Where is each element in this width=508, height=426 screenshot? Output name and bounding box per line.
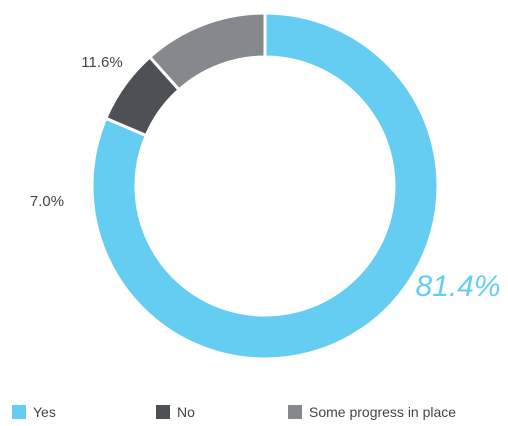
- legend: Yes No Some progress in place: [0, 404, 508, 424]
- legend-label-no: No: [177, 404, 195, 420]
- data-label-some-progress: 11.6%: [81, 54, 122, 71]
- slice-yes: [90, 11, 440, 361]
- legend-label-yes: Yes: [33, 404, 56, 420]
- legend-item-some-progress: Some progress in place: [288, 404, 456, 420]
- legend-item-no: No: [156, 404, 195, 420]
- legend-swatch-no: [156, 405, 170, 419]
- legend-swatch-yes: [12, 405, 26, 419]
- legend-label-some-progress: Some progress in place: [309, 404, 457, 420]
- data-label-no: 7.0%: [30, 193, 64, 210]
- donut-chart: 81.4% 7.0% 11.6%: [30, 11, 501, 361]
- legend-item-yes: Yes: [12, 404, 56, 420]
- legend-swatch-some-progress: [288, 405, 302, 419]
- donut-slices: [90, 11, 440, 361]
- slice-some-progress: [147, 11, 267, 92]
- data-labels: 81.4% 7.0% 11.6%: [30, 54, 501, 303]
- data-label-yes: 81.4%: [415, 270, 500, 303]
